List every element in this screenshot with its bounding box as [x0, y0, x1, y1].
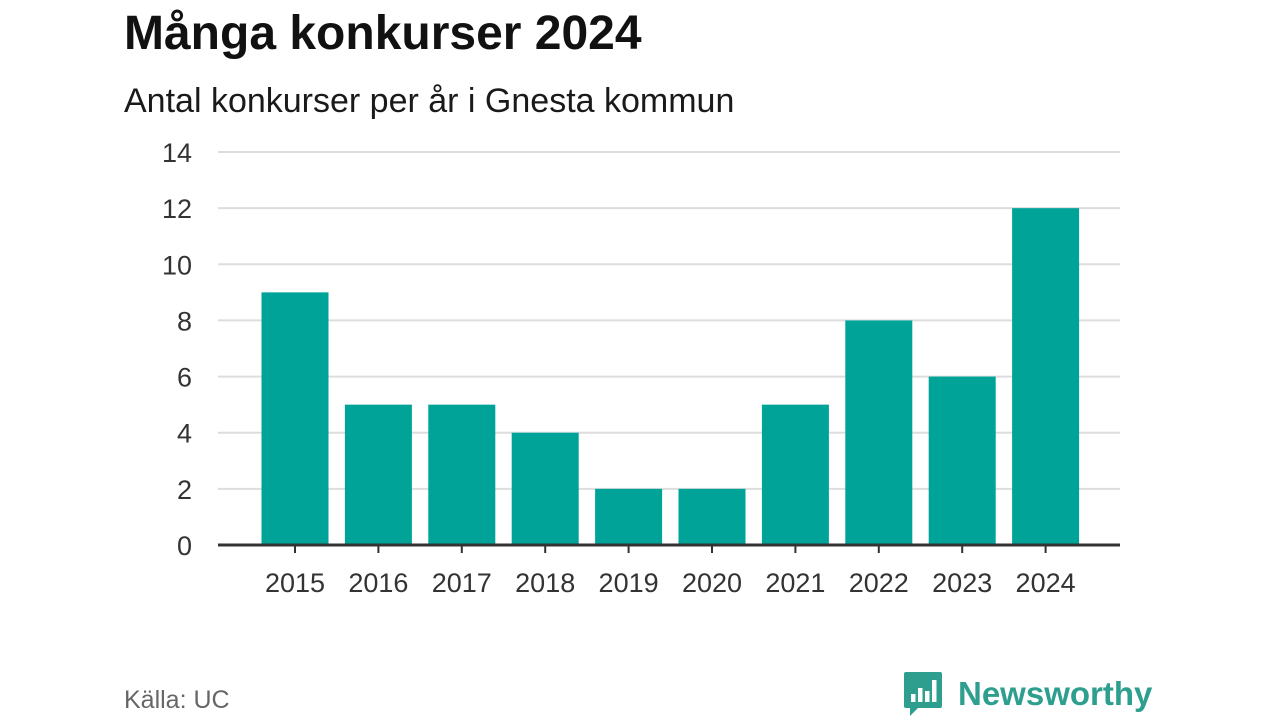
- y-tick-label: 4: [177, 419, 192, 449]
- y-tick-label: 12: [162, 194, 192, 224]
- x-tick-labels: 2015 2016 2017 2018 2019 2020 2021 2022 2023 2024: [265, 568, 1076, 598]
- x-tick-label: 2019: [599, 568, 659, 598]
- y-tick-label: 2: [177, 475, 192, 505]
- bars: [261, 208, 1080, 545]
- axes: [218, 543, 1120, 553]
- source-note: Källa: UC: [124, 686, 230, 714]
- bar-2021: [761, 404, 829, 545]
- bar-2024: [1012, 208, 1080, 545]
- x-tick-label: 2021: [765, 568, 825, 598]
- x-tick-label: 2015: [265, 568, 325, 598]
- y-tick-label: 10: [162, 250, 192, 280]
- bar-2020: [678, 488, 746, 545]
- x-tick-label: 2023: [932, 568, 992, 598]
- y-tick-label: 6: [177, 363, 192, 393]
- y-tick-label: 14: [162, 138, 192, 168]
- y-tick-labels: 0 2 4 6 8 10 12 14: [162, 138, 192, 561]
- bar-2015: [261, 292, 329, 545]
- x-tick-label: 2018: [515, 568, 575, 598]
- bar-2022: [845, 320, 913, 545]
- newsworthy-logo-icon: [904, 672, 942, 716]
- bar-2019: [595, 488, 663, 545]
- y-tick-label: 8: [177, 306, 192, 336]
- x-tick-label: 2024: [1016, 568, 1076, 598]
- bar-2017: [428, 404, 496, 545]
- bar-2023: [928, 376, 996, 545]
- brand-logo: Newsworthy: [902, 670, 1152, 718]
- bar-chart: 0 2 4 6 8 10 12 14 2015 2016 2017 2018 2019 2020 2021…: [162, 138, 1120, 598]
- x-tick-label: 2017: [432, 568, 492, 598]
- y-tick-label: 0: [177, 531, 192, 561]
- x-tick-label: 2022: [849, 568, 909, 598]
- chart-subtitle: Antal konkurser per år i Gnesta kommun: [124, 82, 735, 120]
- x-tick-label: 2016: [348, 568, 408, 598]
- bar-2018: [511, 432, 579, 545]
- brand-name: Newsworthy: [958, 675, 1153, 712]
- bar-2016: [344, 404, 412, 545]
- chart-title: Många konkurser 2024: [124, 7, 642, 60]
- x-tick-label: 2020: [682, 568, 742, 598]
